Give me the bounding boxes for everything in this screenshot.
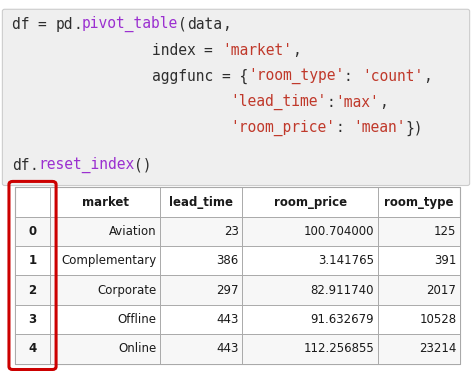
Text: Online: Online	[118, 342, 156, 355]
Bar	[15, 334, 460, 364]
Text: 443: 443	[216, 313, 239, 326]
Text: ,: ,	[379, 95, 388, 109]
Text: pivot_table: pivot_table	[82, 16, 178, 32]
Text: 'max': 'max'	[336, 95, 379, 109]
Text: room_type: room_type	[384, 196, 454, 209]
Text: 297: 297	[216, 284, 239, 297]
Text: pd: pd	[56, 17, 73, 32]
Text: 'mean': 'mean'	[353, 121, 405, 135]
Bar	[15, 217, 460, 246]
Text: 0: 0	[28, 225, 37, 238]
Text: 2: 2	[28, 284, 37, 297]
Text: =: =	[204, 43, 222, 58]
Text: = {: = {	[222, 69, 248, 83]
Text: 10528: 10528	[419, 313, 456, 326]
Text: 'market': 'market'	[222, 43, 292, 58]
Text: :: :	[336, 121, 353, 135]
Text: df: df	[12, 158, 29, 173]
Text: 'lead_time': 'lead_time'	[230, 94, 327, 110]
Bar	[15, 275, 460, 305]
Text: Corporate: Corporate	[97, 284, 156, 297]
Text: 2017: 2017	[427, 284, 456, 297]
FancyBboxPatch shape	[2, 9, 470, 186]
Text: df: df	[12, 17, 38, 32]
Text: 'count': 'count'	[362, 69, 423, 83]
Text: 125: 125	[434, 225, 456, 238]
Text: 3.141765: 3.141765	[318, 254, 374, 267]
Text: lead_time: lead_time	[169, 196, 233, 209]
Text: 23: 23	[224, 225, 239, 238]
Text: Aviation: Aviation	[109, 225, 156, 238]
Text: }): })	[405, 121, 423, 135]
Text: 91.632679: 91.632679	[311, 313, 374, 326]
Text: 23214: 23214	[419, 342, 456, 355]
Bar	[15, 187, 460, 364]
Text: 112.256855: 112.256855	[303, 342, 374, 355]
Text: (: (	[178, 17, 187, 32]
Text: 'room_price': 'room_price'	[230, 120, 336, 136]
Text: :: :	[327, 95, 336, 109]
Text: ,: ,	[423, 69, 432, 83]
Bar	[15, 305, 460, 334]
Text: aggfunc: aggfunc	[12, 69, 222, 83]
Text: Complementary: Complementary	[61, 254, 156, 267]
Text: .: .	[29, 158, 38, 173]
Text: 4: 4	[28, 342, 37, 355]
Text: data: data	[187, 17, 222, 32]
Text: room_price: room_price	[274, 196, 347, 209]
Text: market: market	[82, 196, 128, 209]
Text: 'room_type': 'room_type'	[248, 68, 344, 84]
Text: 100.704000: 100.704000	[303, 225, 374, 238]
Text: ,: ,	[222, 17, 230, 32]
Bar	[15, 246, 460, 275]
Text: 3: 3	[28, 313, 37, 326]
Text: ,: ,	[292, 43, 301, 58]
Text: 1: 1	[28, 254, 37, 267]
Text: :: :	[344, 69, 362, 83]
Text: 82.911740: 82.911740	[311, 284, 374, 297]
Text: .: .	[73, 17, 82, 32]
Text: index: index	[12, 43, 204, 58]
Text: Offline: Offline	[118, 313, 156, 326]
Text: 443: 443	[216, 342, 239, 355]
Text: reset_index: reset_index	[38, 157, 135, 173]
Text: (): ()	[135, 158, 152, 173]
Text: =: =	[38, 17, 56, 32]
Text: 386: 386	[217, 254, 239, 267]
Text: 391: 391	[434, 254, 456, 267]
